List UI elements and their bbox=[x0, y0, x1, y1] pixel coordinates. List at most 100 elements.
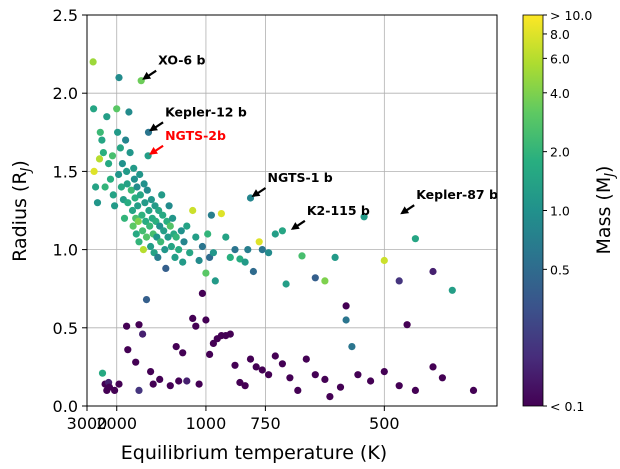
data-point bbox=[342, 316, 350, 324]
data-point bbox=[124, 199, 132, 207]
data-point bbox=[123, 180, 131, 188]
data-point bbox=[226, 253, 234, 261]
data-point bbox=[146, 222, 154, 230]
data-point bbox=[166, 222, 174, 230]
data-point bbox=[156, 222, 164, 230]
plot-frame bbox=[86, 14, 498, 407]
data-point bbox=[145, 206, 153, 215]
data-point bbox=[231, 246, 239, 254]
annotation-label: NGTS-1 b bbox=[268, 170, 333, 185]
colorbar-tick-label: 1.0 bbox=[550, 204, 570, 219]
data-point bbox=[311, 371, 319, 379]
data-point bbox=[113, 105, 121, 113]
data-point bbox=[124, 346, 132, 354]
data-point bbox=[367, 377, 375, 385]
data-point bbox=[241, 382, 249, 390]
y-tick-label: 1.5 bbox=[53, 162, 78, 181]
data-point bbox=[294, 386, 302, 394]
data-point bbox=[429, 363, 437, 371]
colorbar-ticks: > 10.0 8.0 6.0 4.0 2.0 1.0 0.5 < 0.1 bbox=[543, 8, 592, 414]
data-point bbox=[189, 314, 197, 322]
annotation-arrowhead bbox=[251, 189, 261, 197]
annotation-arrowhead bbox=[142, 71, 152, 80]
data-point bbox=[189, 206, 197, 215]
data-point bbox=[92, 183, 100, 191]
colorbar-tick-label: 2.0 bbox=[550, 145, 570, 160]
data-point bbox=[139, 330, 147, 338]
data-point bbox=[95, 155, 104, 163]
data-point bbox=[246, 355, 255, 363]
y-tick-label: 2.5 bbox=[53, 6, 78, 25]
data-point bbox=[298, 252, 306, 260]
data-point bbox=[160, 227, 168, 235]
colorbar-tick-label: < 0.1 bbox=[550, 399, 584, 414]
data-point bbox=[278, 227, 286, 235]
data-point bbox=[135, 386, 143, 394]
data-point bbox=[206, 350, 214, 358]
data-point bbox=[211, 277, 219, 285]
data-point bbox=[128, 206, 137, 215]
data-point bbox=[336, 383, 345, 391]
data-point bbox=[120, 214, 129, 222]
data-point bbox=[244, 246, 252, 254]
data-point bbox=[395, 382, 403, 390]
data-point bbox=[157, 238, 165, 246]
data-point bbox=[354, 371, 362, 379]
data-point bbox=[109, 191, 117, 199]
data-point bbox=[165, 202, 173, 210]
y-axis-label: Radius (RJ) bbox=[9, 160, 34, 262]
data-point bbox=[122, 136, 130, 144]
data-point bbox=[331, 253, 339, 261]
data-point bbox=[326, 393, 334, 401]
data-point bbox=[183, 222, 191, 230]
data-point bbox=[129, 222, 137, 230]
data-point bbox=[116, 144, 124, 152]
data-point bbox=[192, 233, 200, 241]
data-point bbox=[321, 277, 329, 285]
data-point bbox=[411, 235, 419, 243]
colorbar-tick-label: 6.0 bbox=[550, 51, 570, 66]
data-point bbox=[132, 230, 140, 238]
data-point bbox=[143, 186, 151, 194]
annotation-label: Kepler-87 b bbox=[416, 187, 498, 202]
data-point bbox=[258, 246, 266, 254]
data-point bbox=[98, 369, 107, 377]
data-point bbox=[198, 289, 206, 297]
annotation-arrowhead bbox=[149, 123, 158, 132]
data-point bbox=[93, 199, 102, 207]
data-point bbox=[169, 214, 177, 222]
data-point bbox=[241, 258, 249, 266]
annotation-label: XO-6 b bbox=[158, 53, 205, 68]
y-tick-label: 1.0 bbox=[53, 241, 78, 260]
data-point bbox=[115, 170, 123, 179]
data-point bbox=[139, 227, 147, 235]
data-point bbox=[159, 211, 167, 219]
data-point bbox=[342, 302, 350, 310]
x-tick-label: 500 bbox=[369, 414, 400, 433]
data-point bbox=[202, 316, 210, 324]
data-point bbox=[147, 368, 155, 376]
data-point bbox=[111, 386, 119, 394]
x-axis-label: Equilibrium temperature (K) bbox=[121, 442, 387, 464]
data-point bbox=[136, 191, 144, 199]
data-point bbox=[140, 180, 148, 188]
x-tick-label: 1000 bbox=[186, 414, 227, 433]
data-point bbox=[103, 113, 111, 121]
data-point bbox=[236, 255, 244, 263]
y-tick-label: 2.0 bbox=[53, 84, 78, 103]
data-point bbox=[348, 343, 356, 351]
data-point bbox=[111, 202, 119, 210]
data-point bbox=[380, 256, 388, 265]
colorbar-tick-label: > 10.0 bbox=[550, 8, 592, 23]
data-point bbox=[166, 382, 174, 390]
data-point bbox=[123, 322, 131, 330]
data-point bbox=[209, 249, 217, 257]
data-point bbox=[141, 199, 149, 207]
data-point bbox=[175, 246, 183, 254]
data-point bbox=[202, 269, 210, 277]
data-point bbox=[321, 375, 329, 383]
data-point bbox=[101, 183, 109, 191]
data-point bbox=[115, 74, 123, 82]
data-point bbox=[138, 211, 146, 219]
data-point bbox=[126, 149, 134, 157]
